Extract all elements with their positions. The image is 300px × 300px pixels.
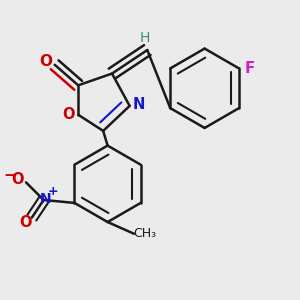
Text: CH₃: CH₃ [133,227,156,240]
Text: H: H [140,31,150,45]
Text: N: N [132,97,145,112]
Text: O: O [62,107,75,122]
Text: N: N [40,191,52,206]
Text: O: O [11,172,24,188]
Text: O: O [39,54,52,69]
Text: O: O [19,214,32,230]
Text: +: + [47,185,58,198]
Text: F: F [245,61,255,76]
Text: −: − [3,168,16,183]
